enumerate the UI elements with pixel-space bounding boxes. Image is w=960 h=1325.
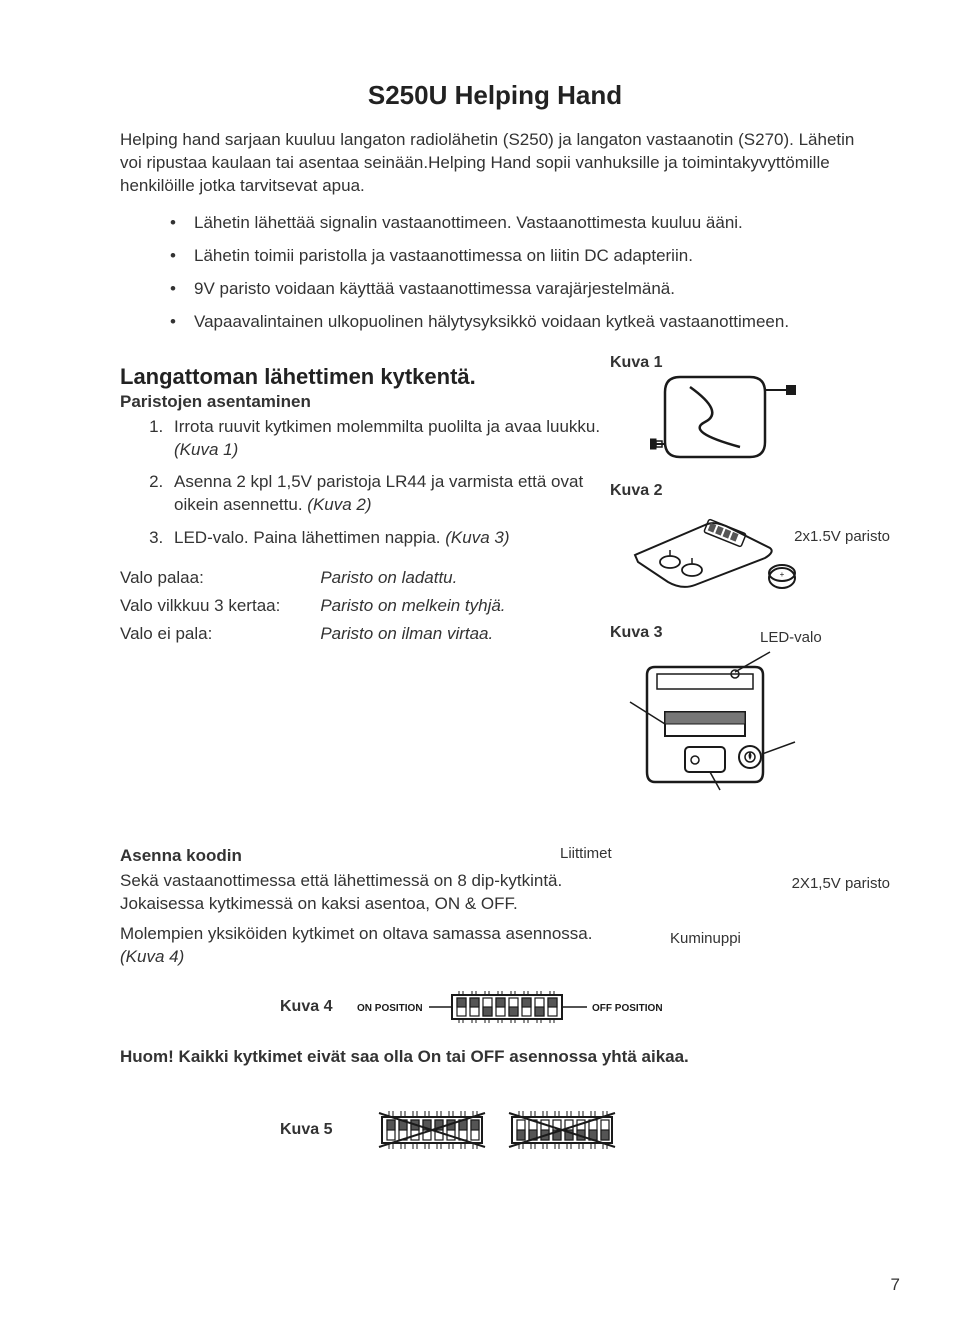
status-table: Valo palaa: Paristo on ladattu. Valo vil…	[120, 564, 546, 648]
feature-list: Lähetin lähettää signalin vastaanottimee…	[120, 212, 870, 334]
kuminuppi-callout: Kuminuppi	[670, 931, 741, 948]
warning-note: Huom! Kaikki kytkimet eivät saa olla On …	[120, 1047, 870, 1067]
steps-list: Irrota ruuvit kytkimen molemmilta puolil…	[120, 416, 610, 551]
figure-4: Kuva 4 ON POSITION	[120, 987, 870, 1027]
list-item: Vapaavalintainen ulkopuolinen hälytysyks…	[170, 311, 870, 334]
list-item: Lähetin lähettää signalin vastaanottimee…	[170, 212, 870, 235]
page-title: S250U Helping Hand	[120, 80, 870, 111]
status-label: Valo palaa:	[120, 564, 320, 592]
transmitter-front-icon	[650, 372, 800, 462]
figure-3: Kuva 3 LED-valo	[610, 624, 870, 792]
list-item: 9V paristo voidaan käyttää vastaanottime…	[170, 278, 870, 301]
intro-paragraph: Helping hand sarjaan kuuluu langaton rad…	[120, 129, 870, 198]
svg-text:+: +	[780, 570, 785, 579]
off-position-label: OFF POSITION	[592, 1003, 663, 1014]
figure-1: Kuva 1	[610, 354, 870, 462]
liittimet-callout: Liittimet	[560, 846, 612, 863]
step-text: Asenna 2 kpl 1,5V paristoja LR44 ja varm…	[174, 472, 583, 514]
status-label: Valo ei pala:	[120, 620, 320, 648]
step-ref: (Kuva 1)	[174, 440, 238, 459]
battery-compartment-icon: +	[610, 500, 810, 610]
figure-5: Kuva 5	[120, 1107, 870, 1153]
receiver-open-icon	[610, 642, 810, 792]
figure-label: Kuva 4	[280, 998, 332, 1016]
section-heading: Langattoman lähettimen kytkentä.	[120, 364, 610, 390]
step-ref: (Kuva 2)	[307, 495, 371, 514]
list-item: Lähetin toimii paristolla ja vastaanotti…	[170, 245, 870, 268]
status-value: Paristo on ilman virtaa.	[320, 620, 545, 648]
dip-switch-invalid-icon	[377, 1107, 637, 1153]
asenna-paragraph-2: Molempien yksiköiden kytkimet on oltava …	[120, 923, 610, 969]
table-row: Valo ei pala: Paristo on ilman virtaa.	[120, 620, 546, 648]
led-callout: LED-valo	[760, 630, 822, 647]
list-item: Irrota ruuvit kytkimen molemmilta puolil…	[168, 416, 610, 462]
status-value: Paristo on melkein tyhjä.	[320, 592, 545, 620]
battery-callout: 2x1.5V paristo	[794, 529, 890, 546]
section-subheading: Paristojen asentaminen	[120, 392, 610, 412]
step-text: LED-valo. Paina lähettimen nappia.	[174, 528, 441, 547]
status-label: Valo vilkkuu 3 kertaa:	[120, 592, 320, 620]
step-ref: (Kuva 3)	[445, 528, 509, 547]
figure-label: Kuva 3	[610, 624, 662, 641]
asenna-heading: Asenna koodin	[120, 846, 610, 866]
table-row: Valo palaa: Paristo on ladattu.	[120, 564, 546, 592]
step-text: Irrota ruuvit kytkimen molemmilta puolil…	[174, 417, 600, 436]
page-number: 7	[891, 1275, 900, 1295]
table-row: Valo vilkkuu 3 kertaa: Paristo on melkei…	[120, 592, 546, 620]
asenna-paragraph-1: Sekä vastaanottimessa että lähettimessä …	[120, 870, 610, 916]
figure-label: Kuva 5	[280, 1121, 332, 1139]
battery-big-callout: 2X1,5V paristo	[792, 876, 890, 893]
dip-switch-icon: ON POSITION	[357, 987, 737, 1027]
list-item: Asenna 2 kpl 1,5V paristoja LR44 ja varm…	[168, 471, 610, 517]
status-value: Paristo on ladattu.	[320, 564, 545, 592]
figure-label: Kuva 1	[610, 354, 662, 371]
list-item: LED-valo. Paina lähettimen nappia. (Kuva…	[168, 527, 610, 550]
on-position-label: ON POSITION	[357, 1003, 423, 1014]
figure-label: Kuva 2	[610, 482, 662, 499]
figure-2: Kuva 2 + 2x1.5V paris	[610, 482, 870, 610]
